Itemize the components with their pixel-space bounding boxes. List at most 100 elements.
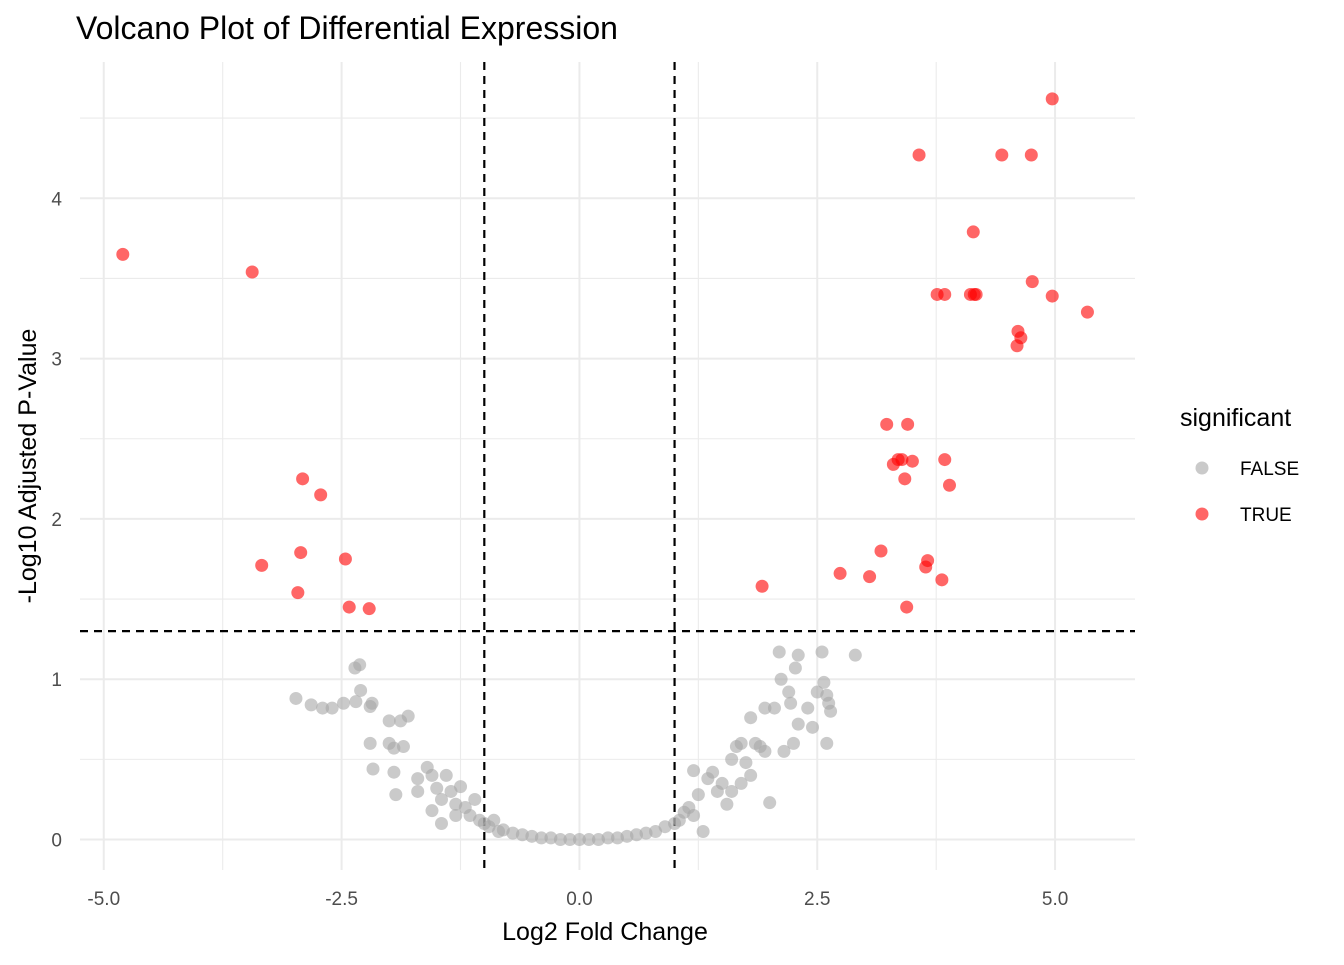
point-false [365,696,379,710]
point-false [725,784,739,798]
point-false [366,762,380,776]
point-false [801,701,815,715]
point-false [824,704,838,718]
point-false [353,658,367,672]
point-true [900,600,914,614]
y-tick-label: 4 [51,189,62,210]
point-true [895,453,909,467]
legend-label-false: FALSE [1240,459,1299,480]
point-true [116,247,130,261]
point-true [1025,275,1039,289]
point-false [817,675,831,689]
point-true [1045,92,1059,106]
point-false [767,701,781,715]
point-false [534,831,548,845]
point-false [382,714,396,728]
point-false [806,720,820,734]
point-false [289,691,303,705]
point-true [905,454,919,468]
x-tick-label: 0.0 [566,889,592,910]
point-false [325,701,339,715]
point-true [880,417,894,431]
point-false [784,696,798,710]
y-tick-label: 2 [51,510,62,531]
point-false [389,788,403,802]
point-false [758,701,772,715]
point-true [255,558,269,572]
point-true [938,287,952,301]
y-tick-label: 0 [51,831,62,852]
point-true [291,586,305,600]
point-true [935,573,949,587]
point-false [411,772,425,786]
points [116,92,1094,847]
point-false [734,736,748,750]
point-false [687,764,701,778]
legend-marker-false [1195,461,1209,475]
point-true [874,544,888,558]
point-true [833,566,847,580]
x-tick-label: 5.0 [1042,889,1068,910]
point-false [449,808,463,822]
point-false [772,645,786,659]
point-true [338,552,352,566]
point-false [425,804,439,818]
point-false [763,796,777,810]
legend-label-true: TRUE [1240,505,1292,526]
y-tick-label: 3 [51,350,62,371]
point-false [396,740,410,754]
point-false [758,744,772,758]
y-axis-ticks: 0 1 2 3 4 [51,189,62,851]
point-false [425,768,439,782]
point-true [362,602,376,616]
point-false [744,768,758,782]
point-false [687,808,701,822]
point-true [898,472,912,486]
point-true [942,478,956,492]
point-false [848,648,862,662]
legend-marker-true [1195,507,1209,521]
point-true [901,417,915,431]
y-tick-label: 1 [51,670,62,691]
point-true [1010,339,1024,353]
x-tick-label: 2.5 [804,889,830,910]
point-false [696,825,710,839]
point-false [788,661,802,675]
point-false [739,756,753,770]
threshold-lines [80,62,1135,870]
point-true [919,560,933,574]
point-false [487,813,501,827]
point-false [601,831,615,845]
point-false [394,714,408,728]
point-true [969,287,983,301]
chart-title: Volcano Plot of Differential Expression [76,10,618,46]
point-false [782,685,796,699]
point-false [411,784,425,798]
point-true [863,570,877,584]
point-false [774,672,788,686]
point-false [337,696,351,710]
point-false [563,833,577,847]
point-false [791,717,805,731]
x-axis-ticks: -5.0 -2.5 0.0 2.5 5.0 [87,889,1068,910]
point-false [744,711,758,725]
point-false [582,833,596,847]
point-true [938,453,952,467]
x-tick-label: -5.0 [87,889,120,910]
point-true [966,225,980,239]
point-false [572,833,586,847]
point-false [706,765,720,779]
point-false [387,765,401,779]
legend-title: significant [1180,404,1291,432]
grid [80,62,1135,870]
point-true [755,579,769,593]
point-true [314,488,328,502]
y-axis-label: -Log10 Adjusted P-Value [14,329,42,604]
point-true [1080,305,1094,319]
point-false [691,788,705,802]
point-false [553,833,567,847]
point-false [363,736,377,750]
point-true [294,546,308,560]
point-false [304,698,318,712]
